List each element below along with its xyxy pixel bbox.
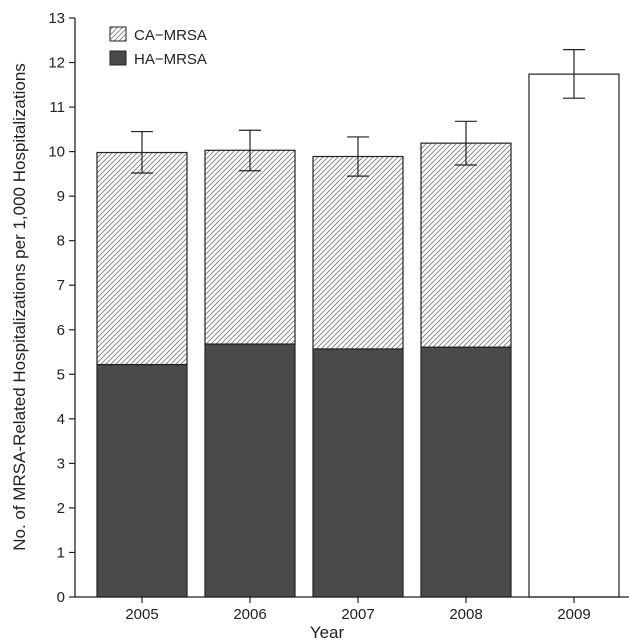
x-tick-label: 2005 [125,606,158,623]
error-bar-2005 [131,130,153,174]
x-tick-label: 2009 [557,606,590,623]
bar-segment-2009 [528,73,620,598]
error-bar-2009 [563,49,585,99]
y-tick-label: 6 [57,322,65,339]
x-tick-label: 2006 [233,606,266,623]
error-bar-2007 [347,136,369,177]
y-tick-label: 2 [57,500,65,517]
y-tick-label: 8 [57,233,65,250]
x-tick-label: 2007 [341,606,374,623]
y-tick-label: 9 [57,188,65,205]
bar-segment-2006 [204,149,296,345]
y-tick-label: 5 [57,366,65,383]
y-axis-title: No. of MRSA-Related Hospitalizations per… [10,63,29,551]
x-tick-label: 2008 [449,606,482,623]
bar-segment-2008 [420,142,512,348]
legend-label-ca-mrsa: CA−MRSA [134,27,207,44]
y-tick-label: 7 [57,277,65,294]
bar-segment-2007 [312,155,404,350]
legend-swatch-ha-mrsa [109,50,127,66]
bar-segment-2008 [420,346,512,598]
bar-segment-2005 [96,151,188,366]
y-tick-label: 12 [48,55,65,72]
error-bar-2008 [455,120,477,166]
bar-segment-2007 [312,348,404,598]
bar-segment-2006 [204,343,296,598]
y-tick-label: 0 [57,589,65,606]
bar-segment-2005 [96,363,188,598]
y-tick-label: 4 [57,411,65,428]
x-axis-title: Year [310,623,345,641]
legend-label-ha-mrsa: HA−MRSA [134,51,207,68]
y-tick-label: 13 [48,10,65,27]
y-tick-label: 1 [57,544,65,561]
y-tick-label: 11 [49,99,65,116]
error-bars-layer [131,49,585,177]
bars-layer [96,73,620,598]
x-axis: 2005 2006 2007 2008 2009 [75,596,629,623]
y-tick-label: 10 [48,144,65,161]
legend-swatch-ca-mrsa [109,26,127,42]
y-tick-label: 3 [57,455,65,472]
error-bar-2006 [239,129,261,172]
x-ticks: 2005 2006 2007 2008 2009 [125,597,591,623]
legend: CA−MRSA HA−MRSA [109,26,207,68]
